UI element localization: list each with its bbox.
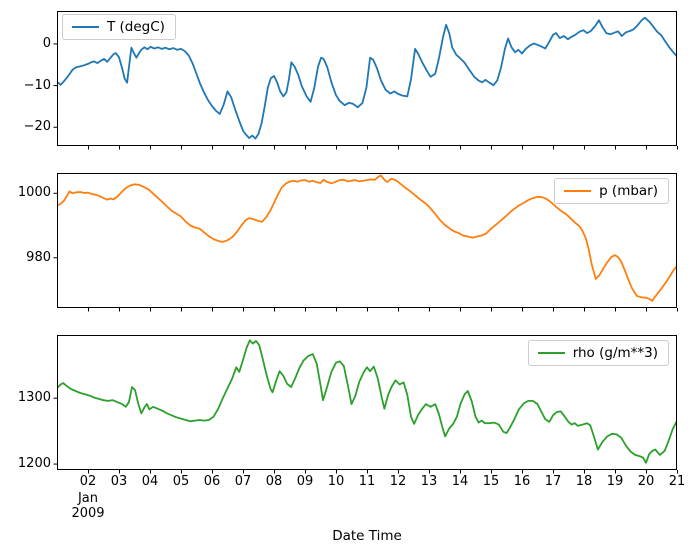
plot-area-density	[53, 335, 678, 474]
density-line	[57, 339, 677, 464]
temperature-line	[57, 16, 677, 140]
x-tick-label: 06	[203, 474, 221, 489]
x-tick-label: 10	[327, 474, 345, 489]
x-tick-label: 13	[420, 474, 438, 489]
x-tick-label: 16	[513, 474, 531, 489]
legend-density: rho (g/m**3)	[527, 340, 669, 366]
y-tick-label-density: 1200	[17, 456, 51, 472]
legend-label-temperature: T (degC)	[107, 19, 165, 35]
x-tick-label: 19	[606, 474, 624, 489]
x-axis-year-label: 2009	[71, 506, 105, 521]
y-tick-label-temperature: −20	[23, 119, 51, 135]
y-tick-label-density: 1300	[17, 390, 51, 406]
density-legend-line-icon	[537, 352, 565, 354]
y-tick-label-pressure: 1000	[17, 185, 51, 201]
x-axis-title: Date Time	[332, 528, 402, 544]
legend-pressure: p (mbar)	[554, 178, 669, 204]
x-tick-label: 02	[79, 474, 97, 489]
x-axis-month-label: Jan	[77, 491, 99, 506]
legend-label-density: rho (g/m**3)	[572, 345, 658, 361]
x-tick-label: 14	[451, 474, 469, 489]
legend-temperature: T (degC)	[62, 14, 176, 40]
x-tick-label: 04	[141, 474, 159, 489]
x-tick-label: 11	[358, 474, 376, 489]
x-tick-label: 09	[296, 474, 314, 489]
x-tick-label: 08	[265, 474, 283, 489]
pressure-line	[57, 174, 677, 302]
y-tick-label-pressure: 980	[26, 249, 51, 265]
x-tick-label: 21	[668, 474, 686, 489]
x-tick-label: 18	[575, 474, 593, 489]
axes-frame	[57, 173, 677, 308]
x-tick-label: 03	[110, 474, 128, 489]
pressure-legend-line-icon	[564, 190, 592, 192]
temperature-legend-line-icon	[72, 26, 99, 28]
legend-label-pressure: p (mbar)	[599, 183, 658, 199]
x-tick-label: 07	[234, 474, 252, 489]
y-tick-label-temperature: 0	[42, 35, 51, 51]
plot-area-temperature	[53, 11, 678, 150]
axes-frame	[57, 11, 677, 146]
x-tick-label: 20	[637, 474, 655, 489]
x-tick-label: 17	[544, 474, 562, 489]
y-tick-label-temperature: −10	[23, 77, 51, 93]
plot-area-pressure	[53, 173, 678, 312]
x-tick-label: 12	[389, 474, 407, 489]
x-tick-label: 15	[482, 474, 500, 489]
x-tick-label: 05	[172, 474, 190, 489]
axes-frame	[57, 335, 677, 470]
